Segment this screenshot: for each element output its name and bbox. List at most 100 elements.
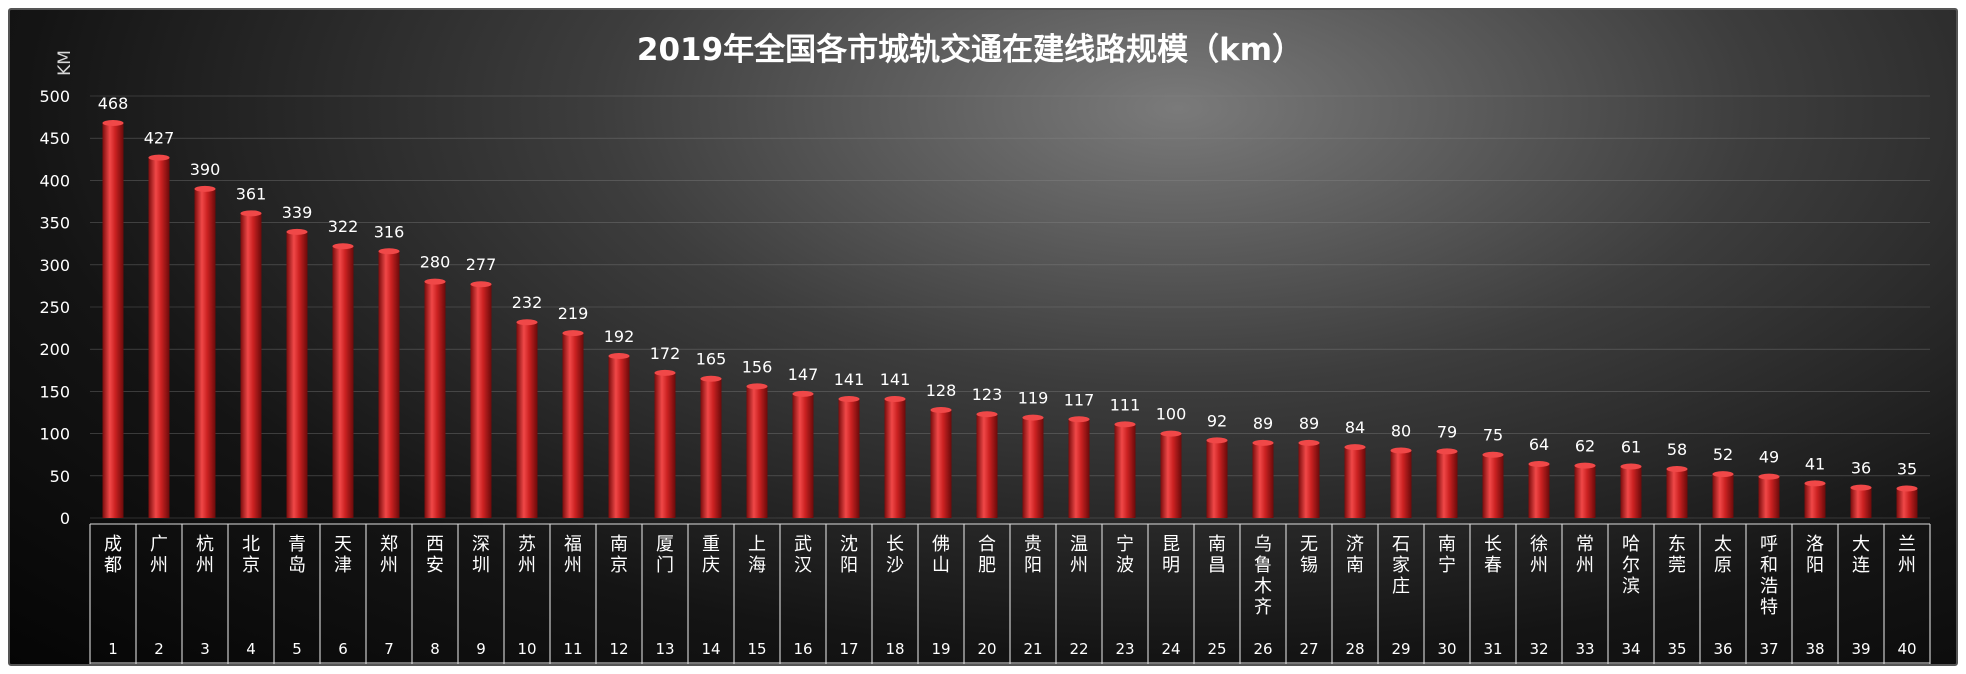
bar (286, 231, 308, 518)
bar-cap (1804, 480, 1826, 487)
bar-cap (1850, 484, 1872, 491)
bar (884, 398, 906, 518)
data-label: 390 (190, 160, 221, 179)
x-tick-label: 重庆 (702, 534, 720, 576)
rank-label: 2 (154, 640, 164, 658)
rank-label: 3 (200, 640, 210, 658)
x-tick-label: 佛山 (932, 534, 950, 576)
bar (746, 386, 768, 518)
bar (1252, 442, 1274, 518)
x-tick-label: 乌鲁木齐 (1254, 534, 1272, 618)
bar (378, 251, 400, 518)
data-label: 172 (650, 344, 681, 363)
data-label: 165 (696, 350, 727, 369)
y-tick-label: 150 (39, 382, 70, 401)
y-tick-label: 350 (39, 214, 70, 233)
x-tick-label: 西安 (426, 534, 444, 576)
x-tick-label: 温州 (1070, 534, 1088, 576)
bar-cap (1252, 439, 1274, 446)
rank-label: 22 (1069, 640, 1088, 658)
bar (1896, 488, 1918, 518)
bar-cap (194, 185, 216, 192)
data-label: 92 (1207, 411, 1227, 430)
bar-cap (792, 390, 814, 397)
bar-cap (654, 369, 676, 376)
rank-label: 39 (1851, 640, 1870, 658)
bar-cap (102, 120, 124, 127)
data-label: 35 (1897, 459, 1917, 478)
x-tick-label: 无锡 (1300, 534, 1318, 576)
y-tick-label: 0 (60, 509, 70, 528)
bar-cap (1114, 421, 1136, 428)
bar (1390, 450, 1412, 518)
bar-cap (1436, 448, 1458, 455)
bar-cap (1390, 447, 1412, 454)
x-tick-label: 福州 (564, 534, 582, 576)
data-label: 322 (328, 217, 359, 236)
bar-cap (1574, 462, 1596, 469)
y-tick-label: 200 (39, 340, 70, 359)
rank-label: 11 (563, 640, 582, 658)
data-label: 156 (742, 357, 773, 376)
bar (792, 393, 814, 518)
bar (1022, 417, 1044, 518)
x-tick-label: 洛阳 (1806, 534, 1824, 576)
bar (654, 372, 676, 518)
x-tick-label: 南宁 (1438, 534, 1456, 576)
x-tick-label: 苏州 (518, 534, 536, 576)
bar (1758, 476, 1780, 518)
bar (1068, 419, 1090, 518)
data-label: 141 (880, 370, 911, 389)
rank-label: 6 (338, 640, 348, 658)
rank-label: 16 (793, 640, 812, 658)
rank-label: 8 (430, 640, 440, 658)
bar (1344, 447, 1366, 518)
chart-frame: 2019年全国各市城轨交通在建线路规模（km） KM 0 50 100 150 200 2… (8, 8, 1958, 666)
bar-cap (1712, 471, 1734, 478)
bar-cap (1620, 463, 1642, 470)
bar-cap (1068, 416, 1090, 423)
rank-label: 27 (1299, 640, 1318, 658)
rank-label: 30 (1437, 640, 1456, 658)
bar (608, 355, 630, 518)
rank-label: 18 (885, 640, 904, 658)
bar (1620, 466, 1642, 518)
x-tick-label: 南昌 (1208, 534, 1226, 576)
rank-label: 1 (108, 640, 118, 658)
x-tick-label: 深圳 (472, 534, 490, 576)
rank-label: 23 (1115, 640, 1134, 658)
bar-chart: 2019年全国各市城轨交通在建线路规模（km） KM 0 50 100 150 200 2… (39, 32, 1931, 664)
x-tick-label: 太原 (1714, 534, 1732, 576)
bar (1528, 463, 1550, 518)
bar-cap (1298, 439, 1320, 446)
rank-label: 5 (292, 640, 302, 658)
bar-cap (746, 383, 768, 390)
x-tick-label: 天津 (334, 534, 352, 576)
data-label: 361 (236, 184, 267, 203)
x-tick-label: 杭州 (196, 534, 214, 576)
bar-cap (884, 395, 906, 402)
data-label: 128 (926, 381, 957, 400)
x-tick-label: 广州 (150, 534, 168, 576)
x-tick-label: 兰州 (1898, 534, 1916, 576)
bar (930, 409, 952, 518)
x-tick-label: 东莞 (1668, 534, 1686, 576)
x-tick-label: 武汉 (794, 534, 812, 576)
rank-label: 17 (839, 640, 858, 658)
rank-label: 37 (1759, 640, 1778, 658)
bar-cap (424, 278, 446, 285)
data-label: 111 (1110, 395, 1141, 414)
data-label: 75 (1483, 426, 1503, 445)
bar (1298, 442, 1320, 518)
bar-cap (1896, 485, 1918, 492)
rank-label: 21 (1023, 640, 1042, 658)
bar-cap (1482, 451, 1504, 458)
rank-label: 4 (246, 640, 256, 658)
data-label: 427 (144, 129, 175, 148)
y-tick-label: 450 (39, 129, 70, 148)
bar-cap (1758, 473, 1780, 480)
x-tick-label: 上海 (748, 534, 766, 576)
chart-title: 2019年全国各市城轨交通在建线路规模（km） (637, 32, 1303, 68)
y-tick-label: 400 (39, 171, 70, 190)
bar-cap (700, 375, 722, 382)
